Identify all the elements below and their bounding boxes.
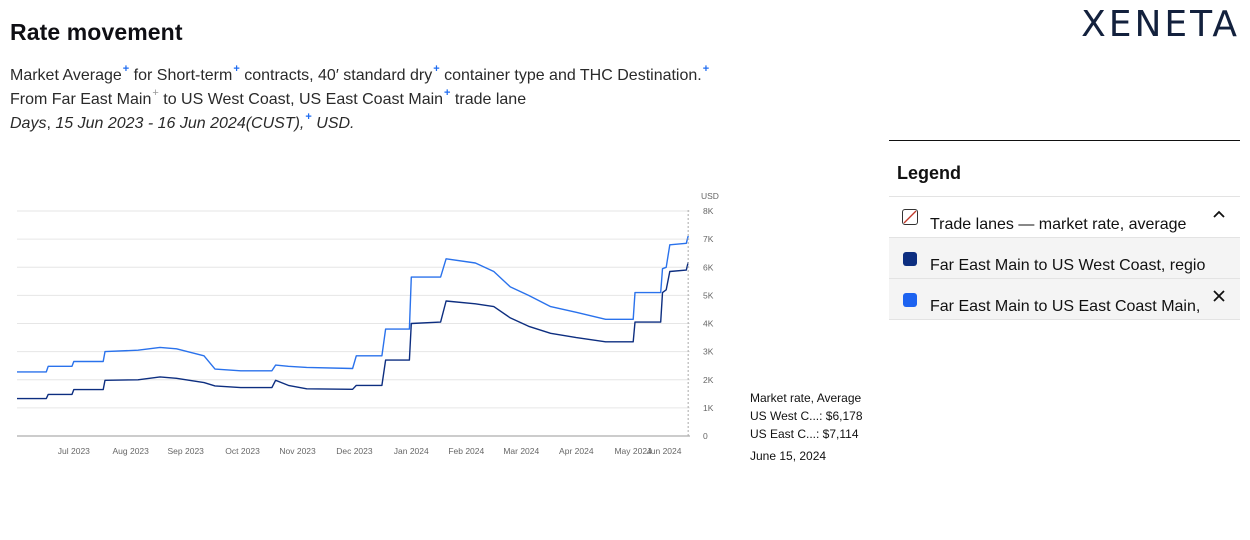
x-tick-label: Apr 2024 — [559, 446, 594, 456]
separator: , — [46, 115, 56, 132]
page-title: Rate movement — [10, 19, 183, 45]
legend-group-label: Trade lanes — market rate, average — [930, 216, 1187, 233]
xeneta-logo[interactable]: XENETA — [1081, 4, 1240, 45]
legend-swatch-west — [903, 252, 917, 266]
series-line-us-west — [17, 262, 689, 400]
description-line-1: Market Average+ for Short-term+ contract… — [10, 62, 710, 88]
y-tick-label: 6K — [703, 262, 714, 272]
date-range-link[interactable]: 15 Jun 2023 - 16 Jun 2024(CUST), — [55, 115, 305, 132]
x-tick-label: May 2024 — [614, 446, 652, 456]
description-filter-text[interactable]: From Far East Main — [10, 91, 152, 108]
legend-item-us-west[interactable]: Far East Main to US West Coast, regional — [889, 238, 1240, 279]
y-tick-label: 5K — [703, 290, 714, 300]
legend-item-label: Far East Main to US East Coast Main, reg… — [930, 298, 1205, 315]
x-tick-label: Nov 2023 — [279, 446, 316, 456]
tooltip-row-west: US West C...: $6,178 — [750, 409, 863, 423]
description-line-2: From Far East Main+ to US West Coast, US… — [10, 86, 709, 112]
x-tick-label: Aug 2023 — [112, 446, 149, 456]
plus-icon[interactable]: + — [444, 86, 451, 99]
chevron-up-icon[interactable] — [1212, 205, 1226, 226]
plus-icon[interactable]: + — [305, 110, 312, 123]
description-filter-text[interactable]: contracts, 40′ standard dry — [239, 67, 433, 84]
x-tick-label: Jan 2024 — [394, 446, 429, 456]
x-tick-label: Oct 2023 — [225, 446, 260, 456]
plus-icon[interactable]: + — [702, 62, 710, 75]
legend-group-trade-lanes[interactable]: Trade lanes — market rate, average — [889, 197, 1240, 238]
legend-panel: Legend Trade lanes — market rate, averag… — [889, 140, 1240, 320]
tooltip-row-east: US East C...: $7,114 — [750, 427, 859, 441]
y-tick-label: 8K — [703, 206, 714, 216]
currency-label: USD. — [311, 115, 355, 132]
close-icon[interactable] — [1212, 287, 1226, 308]
chart-tooltip: Market rate, Average US West C...: $6,17… — [750, 389, 863, 465]
x-tick-label: Sep 2023 — [168, 446, 205, 456]
y-tick-label: 0 — [703, 431, 708, 441]
y-tick-label: 7K — [703, 234, 714, 244]
x-tick-label: Dec 2023 — [336, 446, 373, 456]
x-tick-label: Jul 2023 — [58, 446, 90, 456]
chart-description: Market Average+ for Short-term+ contract… — [10, 62, 710, 136]
legend-title: Legend — [889, 141, 1240, 197]
line-chart-svg[interactable]: 0 1K 2K 3K 4K 5K 6K 7K 8K USD Jul 2023 Aug 2023 Sep … — [0, 180, 880, 480]
description-filter-text[interactable]: container type and THC Destination. — [439, 67, 702, 84]
series-line-us-east — [17, 235, 689, 373]
description-filter-text: trade lane — [450, 91, 527, 108]
x-tick-label: Mar 2024 — [503, 446, 539, 456]
plus-icon[interactable]: + — [152, 86, 159, 99]
y-tick-label: 4K — [703, 319, 714, 329]
x-tick-label: Feb 2024 — [448, 446, 484, 456]
legend-item-us-east[interactable]: Far East Main to US East Coast Main, reg… — [889, 279, 1240, 320]
description-filter-text[interactable]: for Short-term — [129, 67, 233, 84]
tooltip-heading: Market rate, Average — [750, 391, 862, 405]
description-filter-text[interactable]: to US West Coast, US East Coast Main — [158, 91, 444, 108]
y-tick-label: 2K — [703, 375, 714, 385]
x-tick-label: Jun 2024 — [647, 446, 682, 456]
plus-icon[interactable]: + — [122, 62, 130, 75]
plus-icon[interactable]: + — [233, 62, 240, 75]
plus-icon[interactable]: + — [433, 62, 440, 75]
hatch-icon — [902, 209, 918, 225]
granularity-link[interactable]: Days — [10, 115, 47, 132]
y-axis-unit: USD — [701, 191, 719, 201]
rate-chart[interactable]: 0 1K 2K 3K 4K 5K 6K 7K 8K USD Jul 2023 Aug 2023 Sep … — [0, 180, 880, 480]
y-tick-label: 1K — [703, 403, 714, 413]
y-tick-label: 3K — [703, 347, 714, 357]
description-filter-text[interactable]: Market Average — [10, 67, 122, 84]
legend-swatch-east — [903, 293, 917, 307]
legend-item-label: Far East Main to US West Coast, regional — [930, 257, 1205, 274]
description-line-3: Days, 15 Jun 2023 - 16 Jun 2024(CUST),+ … — [10, 110, 709, 136]
tooltip-date: June 15, 2024 — [750, 449, 827, 463]
